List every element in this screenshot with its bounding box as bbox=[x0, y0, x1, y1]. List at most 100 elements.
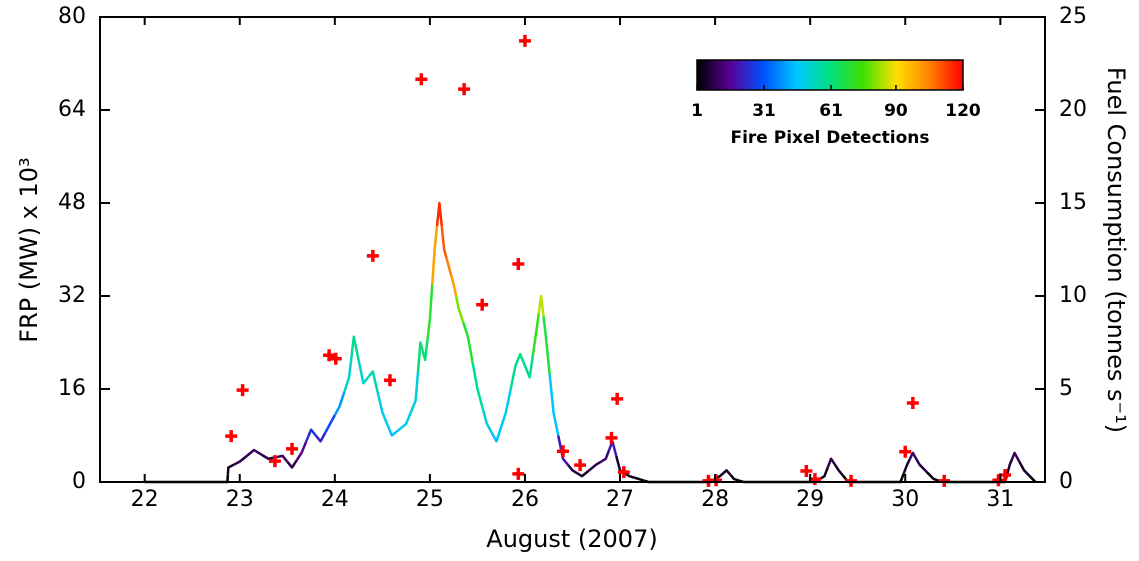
x-tick-label: 26 bbox=[511, 487, 539, 512]
line-segment bbox=[333, 391, 346, 416]
scatter-point bbox=[611, 392, 624, 405]
line-segment bbox=[480, 406, 493, 434]
line-segment bbox=[186, 474, 230, 484]
scatter-point bbox=[323, 349, 336, 362]
line-segment bbox=[516, 352, 527, 367]
scatter-point bbox=[415, 73, 428, 86]
line-segment bbox=[260, 453, 276, 460]
line-segment bbox=[500, 388, 512, 428]
x-tick-label: 25 bbox=[416, 487, 444, 512]
scatter-point bbox=[512, 258, 525, 271]
line-segment bbox=[633, 476, 645, 482]
y-tick-label: 64 bbox=[58, 97, 86, 122]
y-tick-label: 16 bbox=[58, 376, 86, 401]
scatter-point bbox=[518, 34, 531, 47]
scatter-point bbox=[236, 384, 249, 397]
line-segment bbox=[343, 356, 353, 393]
line-segment bbox=[925, 470, 939, 482]
colorbar-tick-label: 61 bbox=[819, 101, 843, 121]
scatter-point bbox=[605, 431, 618, 444]
line-segment bbox=[548, 374, 560, 436]
line-segment bbox=[376, 391, 389, 425]
scatter-point bbox=[476, 298, 489, 311]
scatter-point bbox=[938, 474, 951, 487]
line-segment bbox=[435, 201, 444, 227]
scatter-point bbox=[329, 352, 342, 365]
line-segment bbox=[275, 454, 289, 463]
line-segment bbox=[367, 370, 379, 393]
line-segment bbox=[471, 362, 484, 407]
line-segment bbox=[826, 457, 836, 468]
x-tick-label: 31 bbox=[986, 487, 1014, 512]
line-segment bbox=[722, 469, 732, 476]
line-segment bbox=[624, 472, 635, 479]
scatter-point bbox=[992, 474, 1005, 487]
x-tick-label: 29 bbox=[796, 487, 824, 512]
line-segment bbox=[557, 435, 569, 466]
line-segment bbox=[246, 448, 262, 457]
line-segment bbox=[1011, 451, 1021, 463]
line-segment bbox=[440, 226, 448, 259]
colorbar-label: Fire Pixel Detections bbox=[730, 128, 929, 148]
line-segment bbox=[398, 411, 413, 431]
line-segment bbox=[305, 428, 317, 442]
line-segment bbox=[226, 463, 235, 475]
colorbar-tick-label: 120 bbox=[945, 101, 981, 121]
line-segment bbox=[445, 257, 453, 276]
x-tick-label: 30 bbox=[891, 487, 919, 512]
x-tick-label: 28 bbox=[701, 487, 729, 512]
line-segment bbox=[431, 226, 439, 285]
line-segment bbox=[819, 467, 829, 481]
y-tick-label: 48 bbox=[58, 190, 86, 215]
line-segment bbox=[350, 335, 360, 361]
x-tick-label: 27 bbox=[606, 487, 634, 512]
line-segment bbox=[566, 463, 578, 475]
line-segment bbox=[902, 458, 912, 474]
line-segment bbox=[295, 440, 308, 461]
plot-frame bbox=[99, 16, 1046, 483]
scatter-point bbox=[899, 445, 912, 458]
line-segment bbox=[324, 414, 336, 434]
y-tick-label: 80 bbox=[58, 4, 86, 29]
scatter-point bbox=[556, 445, 569, 458]
scatter-point bbox=[512, 467, 525, 480]
line-segment bbox=[833, 463, 845, 477]
y-tick-label: 0 bbox=[72, 469, 86, 494]
line-segment bbox=[537, 294, 545, 317]
line-segment bbox=[588, 460, 602, 472]
colorbar bbox=[696, 59, 964, 91]
scatter-point bbox=[286, 442, 299, 455]
y2-tick-label: 15 bbox=[1059, 190, 1087, 215]
scatter-point bbox=[617, 466, 630, 479]
y2-tick-label: 0 bbox=[1059, 469, 1073, 494]
line-segment bbox=[409, 371, 420, 413]
line-segment bbox=[233, 454, 248, 466]
y2-tick-label: 25 bbox=[1059, 4, 1087, 29]
line-segment bbox=[314, 431, 327, 443]
scatter-point bbox=[574, 459, 587, 472]
line-segment bbox=[1006, 458, 1014, 474]
y2-tick-label: 10 bbox=[1059, 283, 1087, 308]
scatter-point bbox=[906, 396, 919, 409]
line-segment bbox=[426, 284, 434, 340]
line-segment bbox=[908, 451, 918, 460]
scatter-point bbox=[268, 455, 281, 468]
line-segment bbox=[915, 458, 928, 473]
x-axis-title: August (2007) bbox=[486, 525, 657, 553]
x-tick-label: 24 bbox=[321, 487, 349, 512]
line-segment bbox=[874, 472, 905, 484]
line-segment bbox=[576, 469, 590, 478]
y-axis-title: FRP (MW) x 10³ bbox=[15, 157, 43, 342]
y2-tick-label: 20 bbox=[1059, 97, 1087, 122]
colorbar-tick-label: 90 bbox=[884, 101, 908, 121]
line-segment bbox=[461, 321, 474, 364]
scatter-point bbox=[366, 249, 379, 262]
scatter-point bbox=[845, 474, 858, 487]
line-segment bbox=[286, 459, 298, 469]
y2-axis-title: Fuel Consumption (tonnes s⁻¹) bbox=[1102, 67, 1130, 433]
line-segment bbox=[729, 473, 740, 482]
scatter-point bbox=[800, 464, 813, 477]
line-segment bbox=[542, 316, 551, 375]
